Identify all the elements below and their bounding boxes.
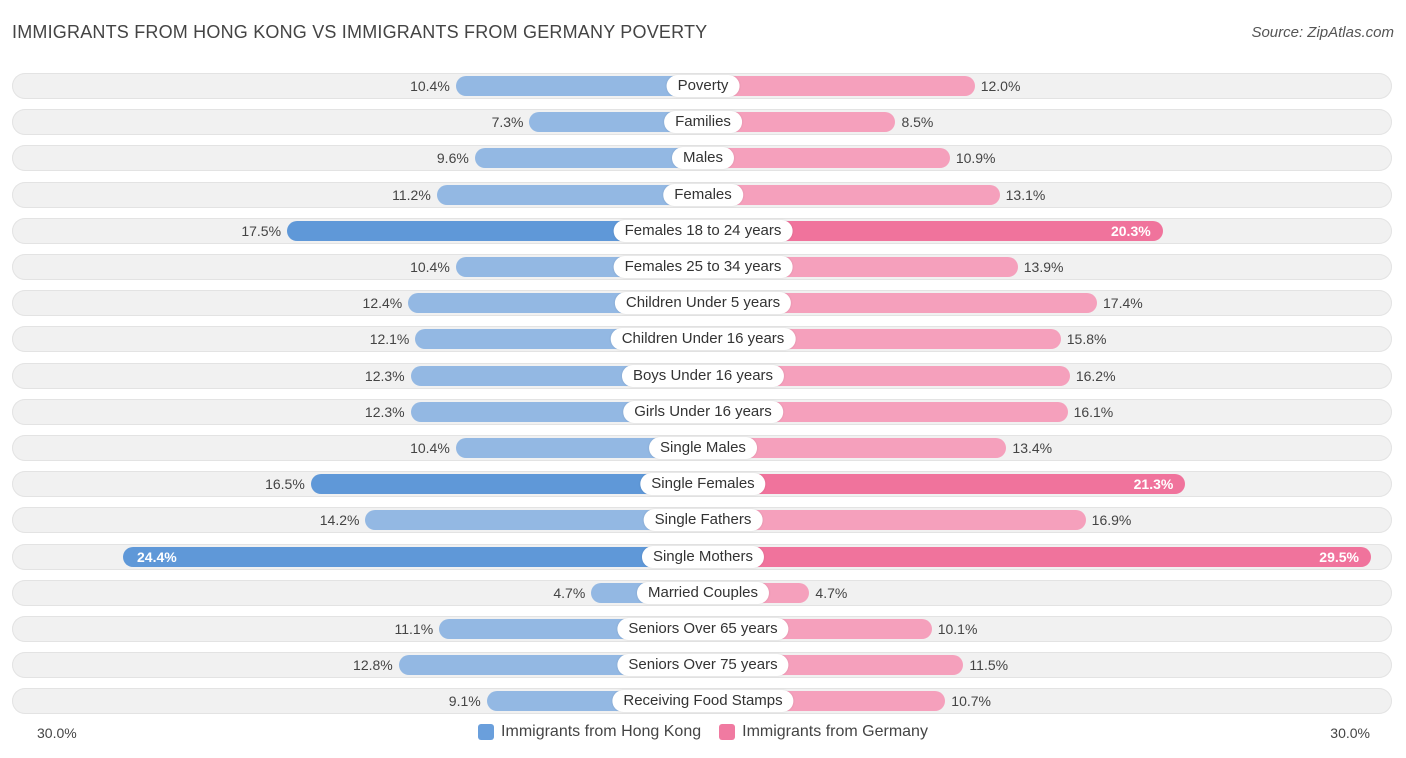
category-label: Poverty <box>666 75 740 97</box>
category-label: Females <box>663 183 743 206</box>
category-label: Single Mothers <box>641 545 765 568</box>
value-label-hong-kong: 4.7% <box>553 584 586 601</box>
value-label-germany: 16.2% <box>1075 367 1116 384</box>
value-label-germany: 20.3% <box>1110 222 1151 239</box>
axis-left-max-label: 30.0% <box>37 725 77 741</box>
bar-hong-kong[interactable] <box>310 474 703 495</box>
value-label-germany: 13.4% <box>1012 440 1053 456</box>
bar-germany[interactable] <box>703 401 1068 422</box>
value-label-hong-kong: 16.5% <box>265 476 305 493</box>
value-label-germany: 15.8% <box>1066 331 1107 348</box>
category-label: Receiving Food Stamps <box>612 690 794 713</box>
category-label: Males <box>671 147 735 170</box>
value-label-hong-kong: 10.4% <box>410 259 450 275</box>
value-label-hong-kong: 10.4% <box>410 440 450 456</box>
bar-hong-kong[interactable] <box>287 220 703 241</box>
bar-hong-kong[interactable] <box>455 438 703 458</box>
value-label-hong-kong: 12.3% <box>364 403 405 420</box>
bar-hong-kong[interactable] <box>365 510 703 531</box>
value-label-germany: 11.5% <box>969 657 1009 674</box>
value-label-germany: 13.9% <box>1023 259 1064 275</box>
bar-germany[interactable] <box>703 76 975 96</box>
value-label-hong-kong: 14.2% <box>319 512 360 529</box>
value-label-hong-kong: 12.8% <box>353 657 393 674</box>
bar-germany[interactable] <box>703 546 1371 567</box>
value-label-hong-kong: 12.3% <box>364 367 405 384</box>
legend-label-hong-kong: Immigrants from Hong Kong <box>501 723 702 740</box>
axis-right-max-label: 30.0% <box>1330 725 1370 741</box>
value-label-germany: 16.9% <box>1091 512 1132 529</box>
value-label-germany: 4.7% <box>815 584 848 601</box>
legend-swatch-germany <box>719 724 736 740</box>
category-label: Single Females <box>640 473 766 496</box>
value-label-germany: 13.1% <box>1005 186 1046 203</box>
bar-germany[interactable] <box>703 474 1186 495</box>
category-label: Boys Under 16 years <box>621 364 785 387</box>
value-label-hong-kong: 11.1% <box>394 621 434 637</box>
bar-hong-kong[interactable] <box>436 184 703 205</box>
bar-germany[interactable] <box>703 365 1070 386</box>
category-label: Single Males <box>649 437 757 459</box>
value-label-hong-kong: 12.4% <box>362 295 403 312</box>
bar-hong-kong[interactable] <box>455 76 703 96</box>
category-label: Girls Under 16 years <box>623 400 783 423</box>
bar-germany[interactable] <box>703 184 1000 205</box>
bar-germany[interactable] <box>703 510 1086 531</box>
bar-hong-kong[interactable] <box>123 546 703 567</box>
value-label-hong-kong: 9.1% <box>448 693 481 710</box>
value-label-hong-kong: 24.4% <box>137 548 177 565</box>
value-label-germany: 12.0% <box>980 78 1021 94</box>
source-credit: Source: ZipAtlas.com <box>1251 24 1394 41</box>
category-label: Children Under 5 years <box>614 292 792 315</box>
legend-label-germany: Immigrants from Germany <box>742 723 928 740</box>
value-label-germany: 10.9% <box>955 150 996 167</box>
value-label-hong-kong: 10.4% <box>410 78 450 94</box>
legend-item-hong-kong[interactable]: Immigrants from Hong Kong <box>478 723 701 741</box>
bar-germany[interactable] <box>703 112 896 133</box>
legend-swatch-hong-kong <box>478 724 495 740</box>
category-label: Families <box>664 111 742 134</box>
category-label: Females 25 to 34 years <box>613 256 793 278</box>
category-label: Married Couples <box>636 581 770 604</box>
value-label-germany: 17.4% <box>1103 295 1143 312</box>
value-label-hong-kong: 7.3% <box>491 114 524 131</box>
bar-germany[interactable] <box>703 293 1097 314</box>
value-label-germany: 29.5% <box>1319 548 1359 565</box>
bar-germany[interactable] <box>703 220 1163 241</box>
chart-title: IMMIGRANTS FROM HONG KONG VS IMMIGRANTS … <box>12 22 708 42</box>
value-label-germany: 10.7% <box>951 693 991 710</box>
bar-germany[interactable] <box>703 438 1007 458</box>
value-label-germany: 21.3% <box>1133 476 1174 493</box>
value-label-hong-kong: 17.5% <box>241 222 282 239</box>
category-label: Single Fathers <box>643 509 763 532</box>
value-label-hong-kong: 9.6% <box>436 150 469 167</box>
value-label-germany: 10.1% <box>937 621 978 637</box>
legend-item-germany[interactable]: Immigrants from Germany <box>719 723 928 741</box>
category-label: Children Under 16 years <box>610 328 796 351</box>
bar-hong-kong[interactable] <box>474 148 703 169</box>
value-label-hong-kong: 12.1% <box>369 331 410 348</box>
value-label-germany: 16.1% <box>1073 403 1114 420</box>
value-label-hong-kong: 11.2% <box>392 186 431 203</box>
category-label: Seniors Over 65 years <box>617 618 789 640</box>
category-label: Seniors Over 75 years <box>617 654 789 677</box>
bar-hong-kong[interactable] <box>529 112 703 133</box>
category-label: Females 18 to 24 years <box>613 219 793 242</box>
value-label-germany: 8.5% <box>901 114 934 131</box>
bar-germany[interactable] <box>703 148 950 169</box>
legend: Immigrants from Hong Kong Immigrants fro… <box>0 723 1406 741</box>
